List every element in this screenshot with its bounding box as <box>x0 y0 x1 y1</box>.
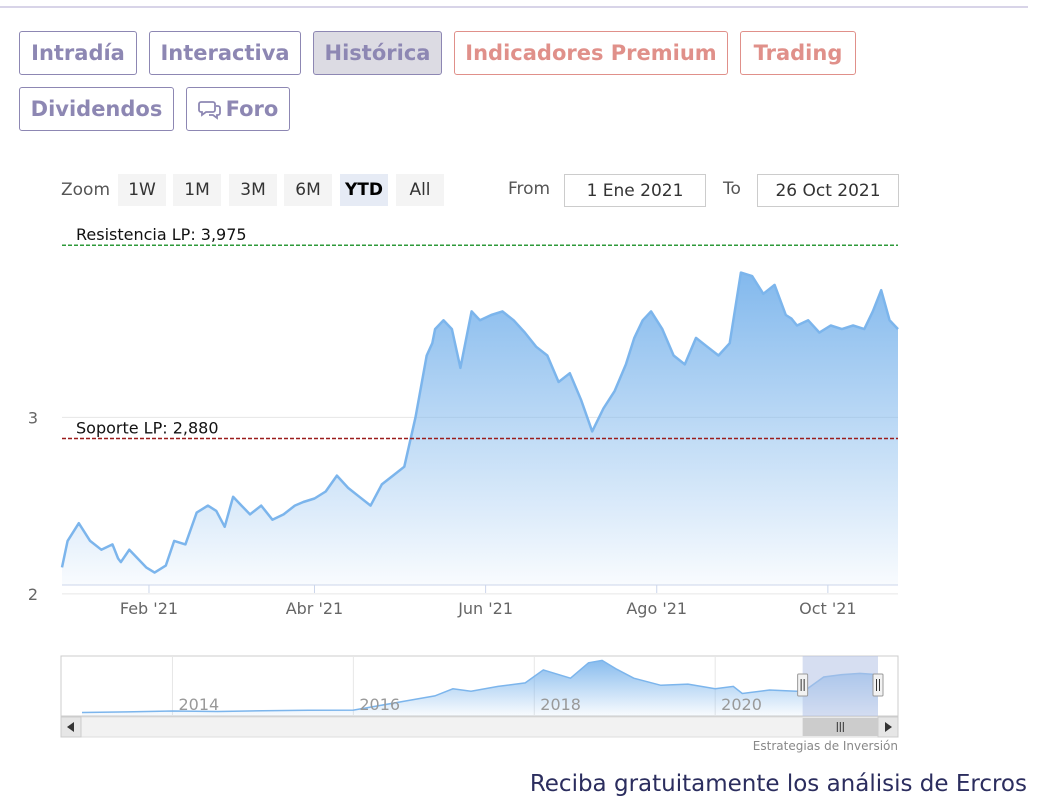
tab-label: Indicadores Premium <box>465 41 717 65</box>
tab-intradia[interactable]: Intradía <box>19 31 137 75</box>
tab-label: Trading <box>753 41 843 65</box>
zoom-1w-button[interactable]: 1W <box>118 174 166 206</box>
x-tick-label: Abr '21 <box>286 599 344 618</box>
arrow-left-icon <box>67 722 74 732</box>
navigator-handle-left[interactable] <box>797 673 809 697</box>
tab-label: Interactiva <box>160 41 290 65</box>
navigator-handle-right[interactable] <box>872 673 884 697</box>
tab-dividendos[interactable]: Dividendos <box>19 87 174 131</box>
price-chart: Resistencia LP: 3,975 Soporte LP: 2,880 2… <box>28 225 899 618</box>
price-area <box>62 272 898 585</box>
x-tick-label: Jun '21 <box>457 599 513 618</box>
from-date-input[interactable]: 1 Ene 2021 <box>564 174 706 207</box>
top-divider <box>0 6 1028 8</box>
navigator-area <box>82 660 878 716</box>
tab-trading[interactable]: Trading <box>740 31 856 75</box>
tab-interactiva[interactable]: Interactiva <box>149 31 301 75</box>
navigator-year-label: 2014 <box>178 695 219 714</box>
scrollbar-track[interactable] <box>60 716 899 738</box>
tab-historica[interactable]: Histórica <box>313 31 442 75</box>
x-tick-label: Feb '21 <box>120 599 178 618</box>
arrow-right-icon <box>885 722 892 732</box>
tab-foro[interactable]: Foro <box>186 87 290 131</box>
tab-label: Histórica <box>324 41 431 65</box>
zoom-6m-button[interactable]: 6M <box>284 174 332 206</box>
navigator-selection[interactable] <box>802 656 878 716</box>
navigator-year-label: 2016 <box>359 695 400 714</box>
chart-credit: Estrategias de Inversión <box>752 739 898 753</box>
promo-text[interactable]: Reciba gratuitamente los análisis de Erc… <box>529 771 1027 797</box>
zoom-1m-button[interactable]: 1M <box>173 174 221 206</box>
y-tick-label: 2 <box>28 585 38 604</box>
tab-label: Dividendos <box>30 97 163 121</box>
chat-bubbles-icon <box>197 101 221 120</box>
tab-label: Foro <box>225 97 279 121</box>
x-tick-label: Ago '21 <box>626 599 687 618</box>
navigator[interactable]: 2014 2016 2018 2020 <box>0 650 1038 745</box>
zoom-3m-button[interactable]: 3M <box>229 174 277 206</box>
grip-icon <box>836 722 844 732</box>
price-line <box>60 271 899 574</box>
tab-indicadores-premium[interactable]: Indicadores Premium <box>454 31 728 75</box>
navigator-line <box>81 659 879 714</box>
plotline-label: Soporte LP: 2,880 <box>76 419 219 438</box>
x-tick-label: Oct '21 <box>799 599 857 618</box>
y-tick-label: 3 <box>28 408 38 427</box>
zoom-label: Zoom <box>61 180 111 200</box>
zoom-all-button[interactable]: All <box>396 174 444 206</box>
zoom-ytd-button[interactable]: YTD <box>340 174 388 206</box>
tab-label: Intradía <box>31 41 125 65</box>
navigator-year-label: 2020 <box>721 695 762 714</box>
from-label: From <box>508 179 551 199</box>
to-date-input[interactable]: 26 Oct 2021 <box>757 174 899 207</box>
navigator-year-label: 2018 <box>540 695 581 714</box>
plotline-label: Resistencia LP: 3,975 <box>76 225 247 244</box>
to-label: To <box>723 179 741 199</box>
